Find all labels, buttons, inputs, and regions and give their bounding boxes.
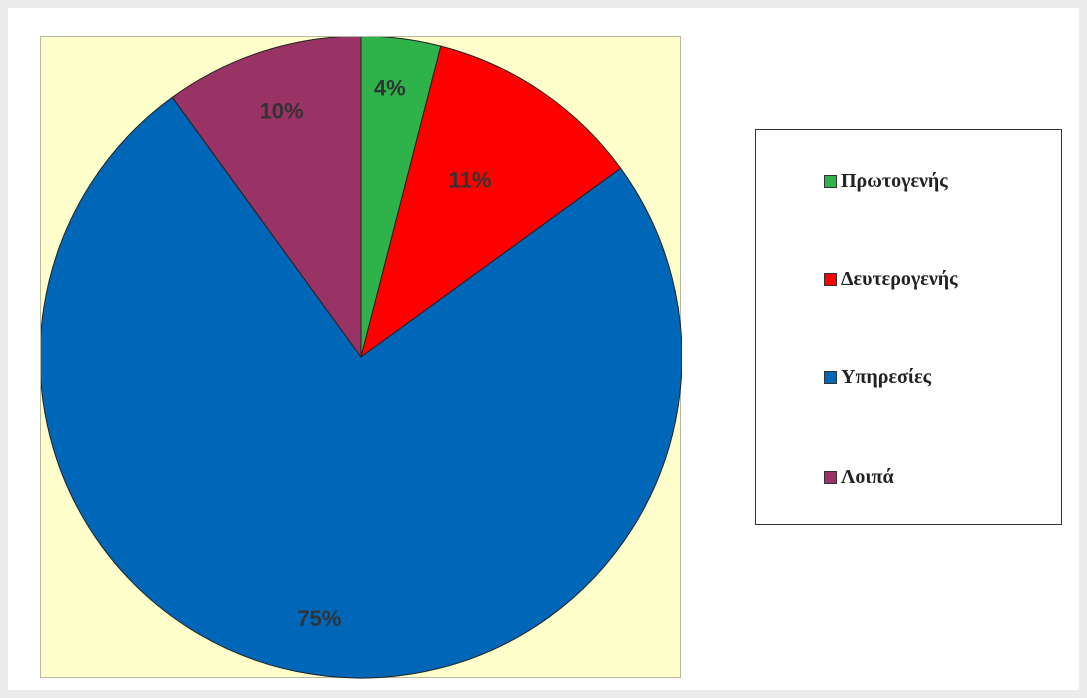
legend-item-primary: Πρωτογενής bbox=[824, 170, 948, 193]
slice-label-other: 10% bbox=[260, 99, 304, 124]
legend-swatch-primary bbox=[824, 175, 837, 188]
legend-item-secondary: Δευτερογενής bbox=[824, 268, 958, 291]
slice-secondary bbox=[360, 45, 622, 359]
legend-label-other: Λοιπά bbox=[841, 466, 894, 488]
legend-label-primary: Πρωτογενής bbox=[841, 170, 948, 192]
legend-label-services: Υπηρεσίες bbox=[841, 366, 932, 388]
slice-services bbox=[41, 96, 682, 679]
slice-other bbox=[171, 37, 362, 359]
legend-item-other: Λοιπά bbox=[824, 466, 894, 489]
legend-swatch-services bbox=[824, 371, 837, 384]
slice-label-secondary: 11% bbox=[449, 168, 492, 193]
legend: Πρωτογενής Δευτερογενής Υπηρεσίες Λοιπά bbox=[755, 129, 1062, 525]
slice-label-primary: 4% bbox=[374, 75, 406, 100]
legend-swatch-other bbox=[824, 471, 837, 484]
chart-canvas: 4% 11% 75% 10% Πρωτογενής Δευτερογενής Υπηρ… bbox=[8, 8, 1079, 690]
slice-label-services: 75% bbox=[297, 606, 341, 631]
legend-label-secondary: Δευτερογενής bbox=[841, 268, 958, 290]
legend-swatch-secondary bbox=[824, 273, 837, 286]
legend-item-services: Υπηρεσίες bbox=[824, 366, 931, 389]
plot-area: 4% 11% 75% 10% bbox=[40, 36, 682, 679]
pie-chart: 4% 11% 75% 10% bbox=[41, 37, 682, 679]
